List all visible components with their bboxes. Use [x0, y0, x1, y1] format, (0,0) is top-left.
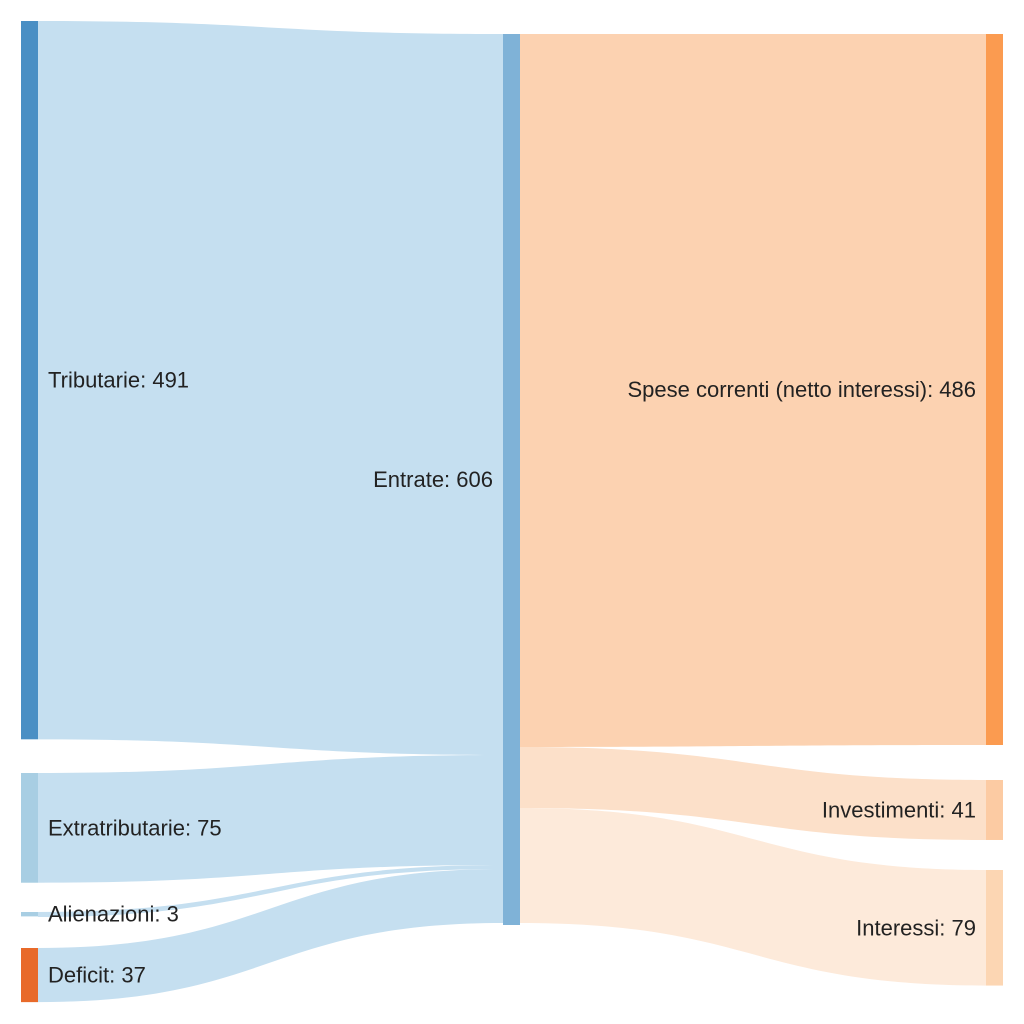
link-alienazioni-entrate — [38, 865, 503, 917]
node-entrate — [503, 34, 520, 925]
link-entrate-interessi — [520, 808, 986, 986]
node-label-spese_correnti: Spese correnti (netto interessi): 486 — [627, 377, 976, 402]
node-interessi — [986, 870, 1003, 986]
node-label-alienazioni: Alienazioni: 3 — [48, 902, 179, 927]
node-extratributarie — [21, 773, 38, 883]
link-extratributarie-entrate — [38, 755, 503, 883]
node-label-tributarie: Tributarie: 491 — [48, 368, 189, 393]
node-label-entrate: Entrate: 606 — [373, 467, 493, 492]
node-label-deficit: Deficit: 37 — [48, 963, 146, 988]
node-alienazioni — [21, 912, 38, 917]
node-tributarie — [21, 21, 38, 740]
node-spese_correnti — [986, 34, 1003, 745]
node-deficit — [21, 948, 38, 1003]
node-label-investimenti: Investimenti: 41 — [822, 797, 976, 822]
link-entrate-spese_correnti — [520, 34, 986, 747]
node-investimenti — [986, 780, 1003, 840]
labels-layer: Tributarie: 491 Extratributarie: 75 Aliena… — [48, 368, 976, 988]
nodes-layer — [21, 21, 1003, 1003]
link-tributarie-entrate — [38, 21, 503, 755]
node-label-extratributarie: Extratributarie: 75 — [48, 815, 222, 840]
link-deficit-entrate — [38, 869, 503, 1003]
node-label-interessi: Interessi: 79 — [856, 915, 976, 940]
link-entrate-investimenti — [520, 747, 986, 840]
links-layer — [38, 21, 986, 1003]
